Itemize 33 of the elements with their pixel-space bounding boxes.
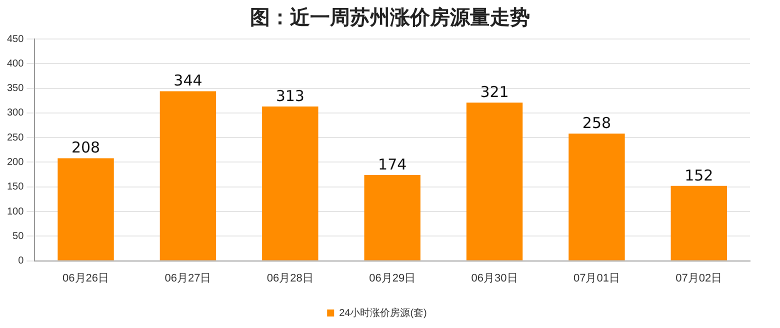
data-label: 258 [582, 114, 612, 132]
data-label: 313 [276, 86, 304, 105]
data-label: 174 [378, 155, 407, 174]
x-tick-label: 06月30日 [471, 272, 518, 284]
chart-title: 图：近一周苏州涨价房源量走势 [249, 4, 531, 31]
legend-label: 24小时涨价房源(套) [339, 306, 427, 319]
data-label: 152 [684, 166, 714, 184]
bar [262, 106, 318, 260]
x-tick-label: 06月29日 [369, 272, 416, 284]
x-tick-label: 06月28日 [266, 272, 314, 284]
y-tick-label: 150 [6, 182, 24, 193]
data-label: 208 [71, 138, 100, 157]
bar [58, 158, 114, 260]
y-tick-label: 250 [6, 132, 24, 144]
y-tick-label: 450 [6, 34, 24, 45]
bar [364, 175, 420, 260]
y-tick-label: 0 [18, 256, 24, 267]
data-label: 321 [480, 82, 509, 101]
x-tick-label: 07月01日 [573, 272, 620, 284]
y-tick-label: 50 [12, 230, 24, 242]
y-tick-label: 300 [6, 108, 24, 119]
y-tick-label: 400 [6, 58, 24, 70]
y-tick-label: 200 [6, 156, 24, 168]
y-tick-label: 350 [6, 83, 24, 94]
bar [160, 91, 216, 260]
bar [568, 134, 625, 260]
x-tick-label: 06月26日 [62, 272, 110, 284]
y-tick-label: 100 [6, 206, 24, 218]
bar [670, 186, 728, 260]
bar [466, 102, 523, 260]
x-tick-label: 07月02日 [676, 272, 722, 284]
data-label: 344 [174, 72, 202, 90]
x-tick-label: 06月27日 [164, 272, 212, 284]
